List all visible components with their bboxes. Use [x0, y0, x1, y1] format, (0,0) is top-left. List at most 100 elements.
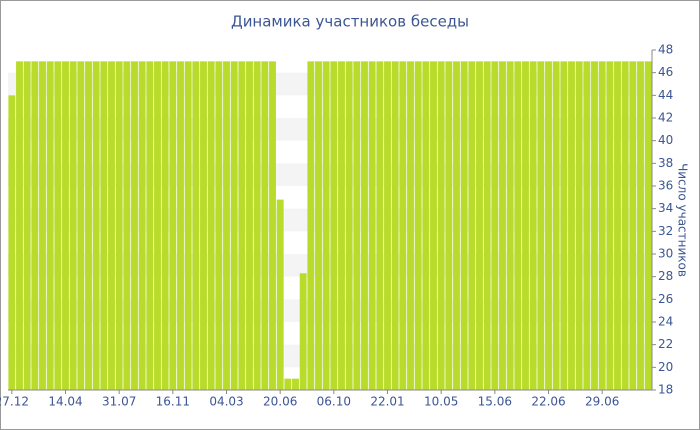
y-tick-label: 18: [658, 383, 673, 397]
bar: [353, 61, 361, 390]
bar: [46, 61, 54, 390]
bar: [361, 61, 368, 390]
chart-title: Динамика участников беседы: [231, 13, 469, 31]
bar: [629, 61, 637, 390]
y-tick-label: 26: [658, 292, 673, 306]
bar: [146, 61, 154, 390]
bar: [414, 61, 422, 390]
bar: [92, 61, 100, 390]
bar: [637, 61, 644, 390]
bar: [606, 61, 614, 390]
bar: [568, 61, 575, 390]
bar: [575, 61, 583, 390]
y-tick-label: 44: [658, 88, 673, 102]
bar: [169, 61, 177, 390]
bar: [31, 61, 39, 390]
bar: [161, 61, 169, 390]
bar: [223, 61, 230, 390]
y-tick-label: 40: [658, 133, 673, 147]
x-tick-label: 22.06: [531, 395, 565, 409]
bar: [261, 61, 269, 390]
bar: [69, 61, 77, 390]
bar: [384, 61, 391, 390]
bar: [322, 61, 330, 390]
bar: [276, 199, 284, 390]
grid-band: [8, 344, 652, 368]
bar: [545, 61, 552, 390]
bar: [284, 378, 292, 390]
bar: [292, 378, 299, 390]
bar: [552, 61, 560, 390]
bar: [407, 61, 414, 390]
bar: [253, 61, 261, 390]
bar: [39, 61, 46, 390]
bar: [560, 61, 568, 390]
bar: [583, 61, 591, 390]
y-tick-label: 48: [658, 43, 673, 57]
bar: [77, 61, 85, 390]
y-tick-label: 28: [658, 269, 673, 283]
bar: [215, 61, 223, 390]
x-tick-label: 31.07: [102, 395, 136, 409]
bar: [345, 61, 353, 390]
bar: [529, 61, 537, 390]
y-tick-label: 20: [658, 360, 673, 374]
bar: [184, 61, 192, 390]
bar: [453, 61, 460, 390]
x-tick-label: 16.11: [156, 395, 190, 409]
bar: [330, 61, 338, 390]
bar: [483, 61, 491, 390]
bar: [192, 61, 200, 390]
bar: [23, 61, 31, 390]
bar: [115, 61, 123, 390]
bar: [422, 61, 430, 390]
bar: [100, 61, 108, 390]
bar: [54, 61, 62, 390]
bar: [399, 61, 407, 390]
x-tick-label: 22.01: [370, 395, 404, 409]
bar: [491, 61, 499, 390]
bar: [131, 61, 138, 390]
y-tick-label: 34: [658, 201, 673, 215]
grid-band: [8, 163, 652, 186]
x-tick-label: 06.10: [317, 395, 351, 409]
bar: [460, 61, 468, 390]
grid-band: [8, 72, 652, 96]
y-tick-label: 32: [658, 224, 673, 238]
x-tick-label: 04.03: [209, 395, 243, 409]
bar: [391, 61, 399, 390]
bar: [154, 61, 161, 390]
y-tick-label: 46: [658, 65, 673, 79]
y-tick-label: 24: [658, 315, 673, 329]
bar: [16, 61, 23, 390]
bar: [437, 61, 445, 390]
y-tick-label: 22: [658, 337, 673, 351]
bar: [246, 61, 253, 390]
bar: [514, 61, 522, 390]
bar: [506, 61, 514, 390]
x-tick-label: 10.05: [424, 395, 458, 409]
x-tick-label: 14.04: [48, 395, 82, 409]
bar: [376, 61, 384, 390]
y-axis-label: Число участников: [676, 163, 690, 277]
bar: [445, 61, 453, 390]
bar: [8, 95, 16, 390]
bar: [307, 61, 315, 390]
bar: [207, 61, 215, 390]
x-tick-label: 29.06: [585, 395, 619, 409]
grid-band: [8, 299, 652, 322]
bar: [368, 61, 376, 390]
bar: [468, 61, 476, 390]
bar: [85, 61, 92, 390]
bar: [644, 61, 652, 390]
bar: [299, 273, 307, 390]
bar: [108, 61, 115, 390]
x-tick-label: 15.06: [478, 395, 512, 409]
bar: [62, 61, 69, 390]
y-tick-label: 30: [658, 247, 673, 261]
bar: [537, 61, 545, 390]
bar: [177, 61, 184, 390]
bar: [430, 61, 437, 390]
grid-band: [8, 254, 652, 277]
